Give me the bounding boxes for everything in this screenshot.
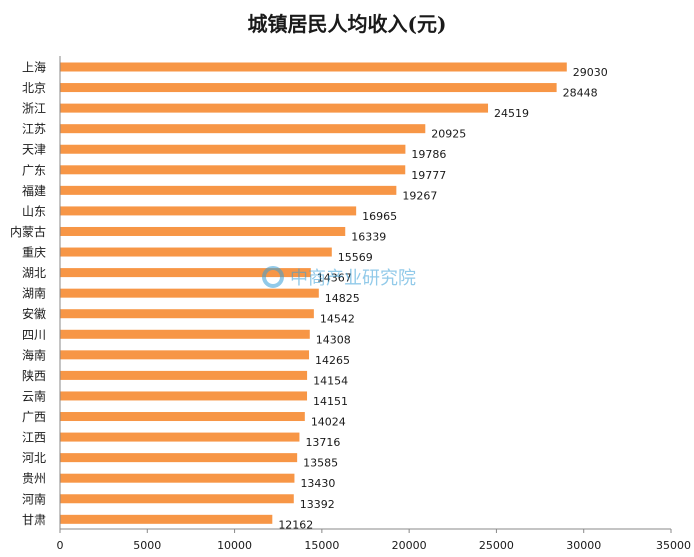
value-label: 16965 [362, 210, 397, 223]
category-label: 内蒙古 [10, 224, 46, 239]
bar-广东 [60, 165, 406, 175]
value-label: 19267 [402, 189, 437, 202]
value-label: 20925 [431, 128, 466, 141]
value-labels-group: 29030 28448 24519 20925 19786 19777 19267 16965… [278, 66, 607, 531]
value-label: 29030 [573, 66, 608, 79]
value-label: 12162 [278, 518, 313, 531]
value-label: 13585 [303, 457, 338, 470]
value-label: 13716 [305, 436, 340, 449]
value-label: 14024 [311, 416, 346, 429]
category-label: 湖北 [22, 265, 46, 280]
category-label: 广西 [22, 410, 46, 424]
bar-江西 [60, 432, 300, 442]
value-label: 15569 [338, 251, 373, 264]
value-label: 19777 [411, 169, 446, 182]
bar-江苏 [60, 124, 426, 134]
bar-云南 [60, 391, 308, 401]
x-tick-label: 15000 [304, 539, 339, 552]
bar-上海 [60, 62, 567, 72]
category-label: 江苏 [22, 122, 46, 136]
category-label: 海南 [22, 347, 46, 362]
x-tick-label: 25000 [479, 539, 514, 552]
value-label: 19786 [411, 148, 446, 161]
category-label: 北京 [22, 81, 46, 95]
category-label: 贵州 [22, 472, 46, 486]
category-label: 四川 [22, 328, 46, 342]
category-label: 福建 [22, 183, 46, 198]
bar-浙江 [60, 103, 489, 113]
category-label: 陕西 [22, 368, 46, 383]
category-labels-group: 上海北京浙江江苏天津广东福建山东内蒙古重庆湖北湖南安徽四川海南陕西云南广西江西河… [10, 60, 46, 527]
category-label: 广东 [22, 163, 46, 177]
category-label: 云南 [22, 388, 46, 403]
bar-河南 [60, 494, 294, 504]
bar-四川 [60, 329, 310, 339]
value-label: 14154 [313, 374, 348, 387]
bar-广西 [60, 412, 305, 422]
value-label: 13392 [300, 498, 335, 511]
bar-山东 [60, 206, 357, 216]
x-tick-label: 20000 [392, 539, 427, 552]
x-tick-label: 30000 [566, 539, 601, 552]
category-label: 江西 [22, 431, 46, 445]
bar-福建 [60, 185, 397, 195]
bar-天津 [60, 144, 406, 154]
value-label: 14825 [325, 292, 360, 305]
bar-甘肃 [60, 514, 273, 524]
category-label: 甘肃 [22, 513, 46, 527]
x-tick-label: 35000 [656, 539, 691, 552]
value-label: 16339 [351, 230, 386, 243]
value-label: 14367 [317, 272, 352, 285]
x-axis-group: 0 5000 10000 15000 20000 25000 30000 35000 [57, 56, 691, 552]
bars-group [60, 62, 567, 524]
x-tick-label: 0 [57, 539, 64, 552]
category-label: 浙江 [22, 102, 46, 116]
value-label: 28448 [563, 87, 598, 100]
bar-内蒙古 [60, 226, 346, 236]
bar-湖北 [60, 268, 311, 278]
category-label: 安徽 [22, 306, 46, 321]
bar-重庆 [60, 247, 332, 257]
value-label: 14308 [316, 333, 351, 346]
value-label: 24519 [494, 107, 529, 120]
logo-icon [262, 266, 284, 288]
x-tick-label: 5000 [133, 539, 161, 552]
bar-贵州 [60, 473, 295, 483]
category-label: 河南 [22, 491, 46, 506]
category-label: 山东 [22, 204, 46, 218]
chart-title: 城镇居民人均收入(元) [247, 12, 447, 36]
category-label: 湖南 [22, 286, 46, 301]
category-label: 重庆 [22, 246, 46, 260]
bar-河北 [60, 453, 298, 463]
value-label: 14265 [315, 354, 350, 367]
bar-陕西 [60, 370, 308, 380]
watermark: 中商产业研究院 [262, 262, 416, 292]
watermark-text: 中商产业研究院 [290, 268, 416, 289]
value-label: 13430 [300, 477, 335, 490]
value-label: 14151 [313, 395, 348, 408]
category-label: 上海 [22, 60, 46, 75]
bar-北京 [60, 83, 557, 93]
category-label: 河北 [22, 451, 46, 465]
value-label: 14542 [320, 313, 355, 326]
category-label: 天津 [22, 143, 46, 157]
x-tick-label: 10000 [217, 539, 252, 552]
bar-海南 [60, 350, 310, 360]
bar-安徽 [60, 309, 314, 319]
bar-湖南 [60, 288, 319, 298]
